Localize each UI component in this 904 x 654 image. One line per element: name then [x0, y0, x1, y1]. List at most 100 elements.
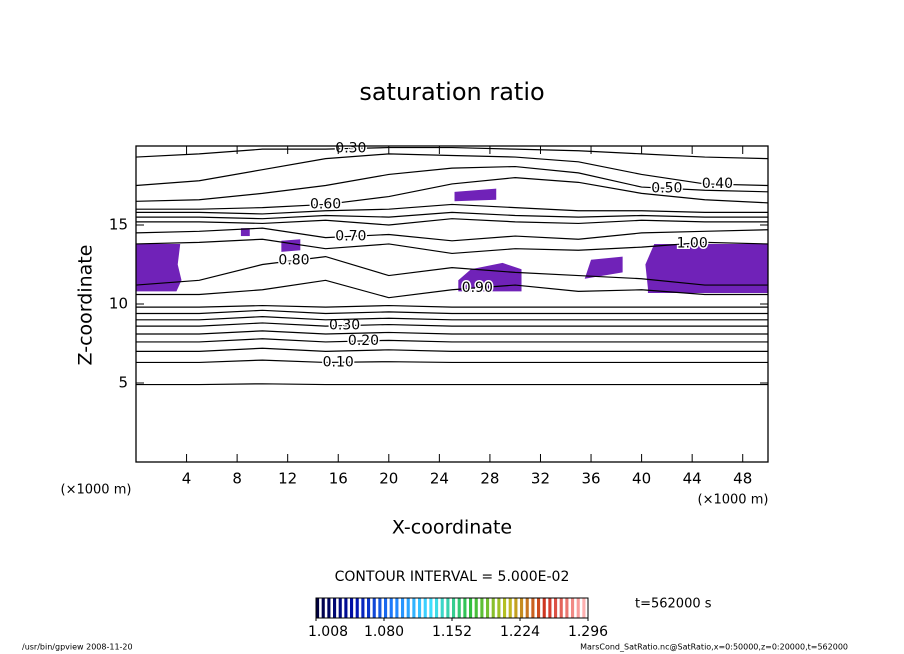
- contour-label: 0.30: [329, 318, 360, 334]
- colorbar-stripe: [378, 598, 382, 618]
- contour-line: [135, 153, 769, 187]
- contour-line: [136, 359, 768, 364]
- contour-label: 0.10: [323, 354, 354, 370]
- contour-line: [136, 347, 768, 353]
- colorbar-stripe: [429, 598, 433, 618]
- contour-line: [136, 304, 768, 308]
- contour-label: 0.50: [651, 180, 682, 196]
- x-unit: (×1000 m): [698, 493, 769, 508]
- colorbar-stripe: [384, 598, 388, 618]
- time-label: t=562000 s: [635, 597, 712, 612]
- colorbar-stripe: [446, 598, 450, 618]
- contour-line: [136, 316, 768, 321]
- contour-label: 0.60: [310, 196, 341, 212]
- contour-line: [136, 383, 768, 386]
- x-tick-label: 44: [683, 470, 702, 488]
- x-tick-label: 36: [581, 470, 600, 488]
- contour-line: [135, 227, 769, 242]
- colorbar-stripe: [576, 598, 580, 618]
- colorbar-stripe: [440, 598, 444, 618]
- colorbar-stripe: [463, 598, 467, 618]
- contour-interval: CONTOUR INTERVAL = 5.000E-02: [335, 569, 570, 585]
- shaded-region: [281, 239, 301, 252]
- contour-line: [135, 255, 768, 286]
- colorbar-stripe: [372, 598, 376, 618]
- colorbar-stripe: [565, 598, 569, 618]
- x-tick-label: 8: [232, 470, 242, 488]
- colorbar-stripe: [423, 598, 427, 618]
- colorbar-stripe: [582, 598, 586, 618]
- contour-label: 0.80: [278, 253, 309, 269]
- colorbar-stripe: [418, 598, 422, 618]
- footer-left: /usr/bin/gpview 2008-11-20: [22, 643, 133, 652]
- colorbar-stripe: [406, 598, 410, 618]
- colorbar-stripe: [389, 598, 393, 618]
- colorbar-stripe: [571, 598, 575, 618]
- contour-line: [135, 146, 769, 160]
- colorbar-tick-label: 1.296: [568, 624, 608, 640]
- colorbar-stripe: [333, 598, 337, 618]
- colorbar-stripe: [316, 598, 320, 618]
- colorbar-stripe: [452, 598, 456, 618]
- colorbar-stripe: [350, 598, 354, 618]
- colorbar-stripe: [457, 598, 461, 618]
- colorbar-stripe: [491, 598, 495, 618]
- colorbar-stripe: [486, 598, 490, 618]
- contour-line: [136, 309, 768, 315]
- footer-right: MarsCond_SatRatio.nc@SatRatio,x=0:50000,…: [580, 643, 848, 652]
- colorbar-stripe: [537, 598, 541, 618]
- chart-title: saturation ratio: [359, 78, 544, 106]
- colorbar-stripe: [474, 598, 478, 618]
- colorbar-stripe: [554, 598, 558, 618]
- x-tick-label: 20: [379, 470, 398, 488]
- contour-label: 0.40: [702, 176, 733, 192]
- contour-label: 0.90: [462, 280, 493, 296]
- shaded-region: [645, 243, 768, 293]
- colorbar-stripe: [412, 598, 416, 618]
- colorbar-stripe: [542, 598, 546, 618]
- contour-line: [136, 211, 768, 220]
- colorbar-stripe: [548, 598, 552, 618]
- colorbar-stripe: [321, 598, 325, 618]
- contour-line: [135, 238, 769, 255]
- contour-line: [136, 330, 768, 335]
- colorbar-stripe: [497, 598, 501, 618]
- colorbar-stripe: [525, 598, 529, 618]
- colorbar-stripe: [367, 598, 371, 618]
- x-tick-label: 32: [531, 470, 550, 488]
- contour-line: [136, 218, 768, 226]
- x-tick-label: 24: [430, 470, 449, 488]
- colorbar-stripe: [361, 598, 365, 618]
- contour-line: [136, 338, 768, 343]
- y-unit: (×1000 m): [61, 483, 132, 498]
- contour-line: [136, 176, 769, 210]
- colorbar-stripe: [531, 598, 535, 618]
- y-axis-label: Z-coordinate: [75, 245, 97, 366]
- colorbar-stripe: [355, 598, 359, 618]
- colorbar-stripe: [520, 598, 524, 618]
- contour-label: 0.20: [348, 333, 379, 349]
- colorbar-stripe: [503, 598, 507, 618]
- contour-label: 0.30: [335, 141, 366, 157]
- colorbar-stripe: [401, 598, 405, 618]
- colorbar-stripe: [508, 598, 512, 618]
- colorbar-tick-label: 1.008: [308, 624, 348, 640]
- x-axis-label: X-coordinate: [392, 517, 512, 539]
- contour-label: 1.00: [677, 235, 708, 251]
- contour-line: [136, 279, 768, 299]
- colorbar-stripe: [559, 598, 563, 618]
- colorbar-tick-label: 1.152: [432, 624, 472, 640]
- colorbar-stripe: [480, 598, 484, 618]
- colorbar-stripe: [514, 598, 518, 618]
- shaded-region: [584, 256, 623, 279]
- y-tick-label: 10: [109, 295, 128, 313]
- contour-label: 0.70: [335, 228, 366, 244]
- colorbar-stripe: [338, 598, 342, 618]
- y-tick-label: 15: [109, 216, 128, 234]
- colorbar-tick-label: 1.080: [364, 624, 404, 640]
- colorbar-stripe: [327, 598, 331, 618]
- x-tick-label: 40: [632, 470, 651, 488]
- shaded-region: [458, 262, 522, 292]
